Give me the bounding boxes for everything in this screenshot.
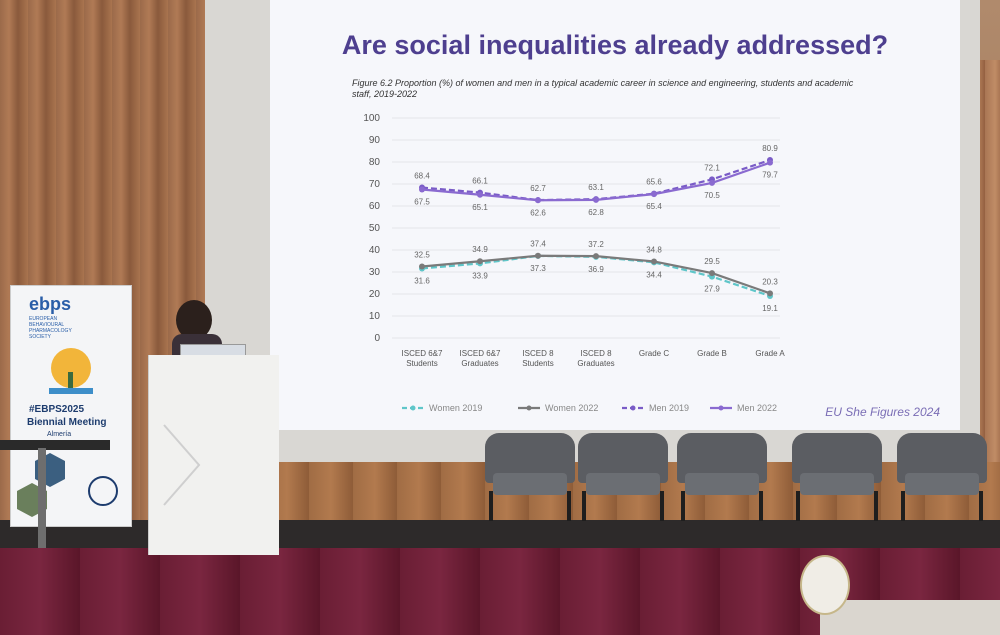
x-tick-label: Graduates [461, 359, 498, 368]
x-tick-label: ISCED 6&7 [460, 349, 501, 358]
y-tick-label: 100 [363, 113, 380, 124]
data-point [477, 258, 483, 265]
data-label: 32.5 [414, 251, 430, 260]
x-tick-label: ISCED 8 [580, 349, 612, 358]
x-tick-label: Grade C [639, 349, 669, 358]
armchair [792, 433, 882, 523]
data-label: 68.4 [414, 172, 430, 181]
y-tick-label: 50 [369, 223, 381, 234]
legend-marker [526, 405, 532, 411]
legend-marker [410, 405, 416, 411]
banner-logo: ebps [29, 294, 72, 314]
data-label: 62.7 [530, 184, 546, 193]
data-point [709, 179, 715, 186]
data-label: 20.3 [762, 277, 778, 286]
data-label: 29.5 [704, 257, 720, 266]
data-point [651, 258, 657, 265]
banner-meeting: Biennial Meeting [27, 417, 107, 428]
data-label: 66.1 [472, 177, 488, 186]
data-point [535, 197, 541, 204]
side-table [0, 440, 110, 450]
data-point [651, 191, 657, 198]
armchair [677, 433, 767, 523]
conference-banner: ebps EUROPEAN BEHAVIOURAL PHARMACOLOGY S… [10, 285, 132, 527]
x-tick-label: Graduates [577, 359, 614, 368]
data-point [477, 191, 483, 198]
data-label: 80.9 [762, 144, 778, 153]
data-label: 34.8 [646, 245, 662, 254]
x-tick-label: Grade B [697, 349, 727, 358]
legend-label: Women 2022 [545, 403, 598, 413]
side-table-leg [38, 448, 46, 548]
data-point [767, 159, 773, 166]
data-label: 67.5 [414, 198, 430, 207]
legend-marker [718, 405, 724, 411]
y-tick-label: 40 [369, 245, 381, 256]
data-point [767, 290, 773, 297]
x-tick-label: Grade A [755, 349, 785, 358]
data-point [419, 263, 425, 270]
banner-subtitle: EUROPEAN BEHAVIOURAL PHARMACOLOGY SOCIET… [29, 316, 72, 340]
armchair [897, 433, 987, 523]
data-label: 27.9 [704, 285, 720, 294]
armchair [485, 433, 575, 523]
university-crest-icon [800, 555, 850, 615]
x-tick-label: Students [522, 359, 554, 368]
data-point [419, 186, 425, 193]
data-label: 72.1 [704, 163, 720, 172]
data-label: 19.1 [762, 304, 778, 313]
banner-hashtag: #EBPS2025 [29, 404, 85, 415]
source-label: EU She Figures 2024 [825, 405, 940, 419]
data-label: 37.2 [588, 240, 604, 249]
data-label: 63.1 [588, 183, 604, 192]
lectern-graphic-icon [163, 424, 201, 506]
hall-floor [820, 600, 1000, 635]
data-label: 65.1 [472, 203, 488, 212]
data-point [593, 253, 599, 260]
legend-marker [630, 405, 636, 411]
armchair [578, 433, 668, 523]
legend-label: Women 2019 [429, 403, 482, 413]
y-tick-label: 60 [369, 201, 381, 212]
speaker-head [176, 300, 212, 340]
slide-title: Are social inequalities already addresse… [341, 30, 889, 60]
y-tick-label: 80 [369, 157, 381, 168]
data-label: 36.9 [588, 265, 604, 274]
data-label: 65.4 [646, 202, 662, 211]
data-label: 31.6 [414, 276, 430, 285]
x-tick-label: ISCED 8 [522, 349, 554, 358]
data-label: 37.3 [530, 264, 546, 273]
figure-caption: Figure 6.2 Proportion (%) of women and m… [352, 78, 854, 99]
projected-slide: Are social inequalities already addresse… [270, 0, 960, 430]
y-tick-label: 10 [369, 311, 381, 322]
x-tick-label: ISCED 6&7 [402, 349, 443, 358]
y-tick-label: 20 [369, 289, 381, 300]
data-point [709, 270, 715, 277]
y-tick-label: 0 [374, 333, 380, 344]
data-label: 34.4 [646, 270, 662, 279]
banner-city: Almería [47, 431, 72, 438]
tree-logo-icon [49, 348, 93, 394]
hexagon-pattern-icon [17, 453, 118, 517]
data-label: 33.9 [472, 271, 488, 280]
data-label: 62.8 [588, 208, 604, 217]
data-point [593, 196, 599, 203]
data-label: 65.6 [646, 178, 662, 187]
legend-label: Men 2022 [737, 403, 777, 413]
y-tick-label: 90 [369, 135, 381, 146]
data-label: 34.9 [472, 245, 488, 254]
data-point [535, 252, 541, 259]
y-tick-label: 70 [369, 179, 381, 190]
data-label: 70.5 [704, 191, 720, 200]
y-tick-label: 30 [369, 267, 381, 278]
legend-label: Men 2019 [649, 403, 689, 413]
data-label: 62.6 [530, 208, 546, 217]
data-label: 79.7 [762, 171, 778, 180]
data-label: 37.4 [530, 240, 546, 249]
lectern [148, 355, 279, 555]
x-tick-label: Students [406, 359, 438, 368]
